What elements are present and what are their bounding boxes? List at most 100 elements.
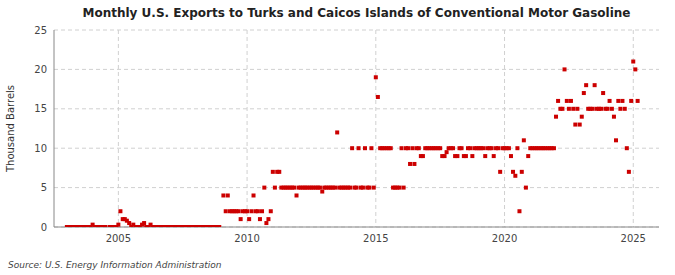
point	[421, 154, 425, 158]
point	[571, 107, 575, 111]
y-tick-label: 5	[41, 182, 47, 193]
x-tick-label: 2015	[363, 233, 388, 244]
point	[584, 83, 588, 87]
y-grid-line	[54, 30, 659, 31]
x-tick-label: 2025	[621, 233, 646, 244]
point	[591, 107, 595, 111]
point	[221, 193, 225, 197]
point	[620, 99, 624, 103]
points	[65, 60, 640, 227]
point	[522, 138, 526, 142]
point	[496, 146, 500, 150]
source: Source: U.S. Energy Information Administ…	[8, 260, 222, 270]
point	[511, 170, 515, 174]
y-axis-line	[54, 30, 55, 227]
point	[481, 146, 485, 150]
point	[569, 99, 573, 103]
point	[237, 209, 241, 213]
point	[224, 209, 228, 213]
point	[563, 67, 567, 71]
point	[239, 217, 243, 221]
point	[118, 209, 122, 213]
point	[580, 115, 584, 119]
point	[623, 107, 627, 111]
point	[408, 162, 412, 166]
point	[318, 186, 322, 190]
y-tick-label: 10	[34, 143, 47, 154]
point	[397, 186, 401, 190]
x-tick-label: 2005	[106, 233, 131, 244]
point	[252, 193, 256, 197]
point	[625, 146, 629, 150]
point	[515, 146, 519, 150]
point	[578, 123, 582, 127]
point	[464, 154, 468, 158]
point	[492, 154, 496, 158]
y-tick-label: 25	[34, 25, 47, 36]
point	[560, 107, 564, 111]
point	[116, 223, 120, 227]
point	[406, 146, 410, 150]
point	[575, 107, 579, 111]
point	[402, 186, 406, 190]
point	[376, 95, 380, 99]
point	[127, 221, 131, 225]
point	[295, 193, 299, 197]
point	[498, 170, 502, 174]
title: Monthly U.S. Exports to Turks and Caicos…	[83, 6, 631, 20]
point	[567, 107, 571, 111]
point	[520, 170, 524, 174]
point	[260, 209, 264, 213]
point	[608, 99, 612, 103]
point	[269, 209, 273, 213]
point	[355, 186, 359, 190]
point	[369, 146, 373, 150]
y-grid-line	[54, 148, 659, 149]
point	[333, 186, 337, 190]
point	[374, 75, 378, 79]
point	[616, 99, 620, 103]
point	[372, 186, 376, 190]
point	[142, 221, 146, 225]
y-tick-label: 0	[41, 222, 47, 233]
point	[217, 225, 221, 227]
point	[552, 146, 556, 150]
point	[262, 186, 266, 190]
point	[554, 115, 558, 119]
x-grid-line	[247, 30, 248, 227]
point	[277, 170, 281, 174]
point	[468, 146, 472, 150]
point	[271, 170, 275, 174]
point	[389, 146, 393, 150]
point	[636, 99, 640, 103]
x-grid-line	[504, 30, 505, 227]
point	[249, 209, 253, 213]
point	[517, 209, 521, 213]
point	[513, 174, 517, 178]
point	[490, 146, 494, 150]
point	[599, 107, 603, 111]
point	[451, 146, 455, 150]
x-tick-label: 2010	[234, 233, 259, 244]
y-axis-label: Thousand Barrels	[5, 85, 16, 173]
point	[443, 154, 447, 158]
point	[526, 154, 530, 158]
point	[400, 146, 404, 150]
point	[582, 91, 586, 95]
point	[593, 83, 597, 87]
point	[606, 107, 610, 111]
point	[266, 217, 270, 221]
point	[565, 99, 569, 103]
x-grid-line	[375, 30, 376, 227]
point	[524, 186, 528, 190]
point	[507, 146, 511, 150]
point	[610, 107, 614, 111]
point	[460, 146, 464, 150]
point	[417, 146, 421, 150]
x-tick-label: 2020	[492, 233, 517, 244]
point	[320, 190, 324, 194]
y-tick-label: 15	[34, 103, 47, 114]
point	[612, 115, 616, 119]
point	[627, 170, 631, 174]
point	[573, 123, 577, 127]
